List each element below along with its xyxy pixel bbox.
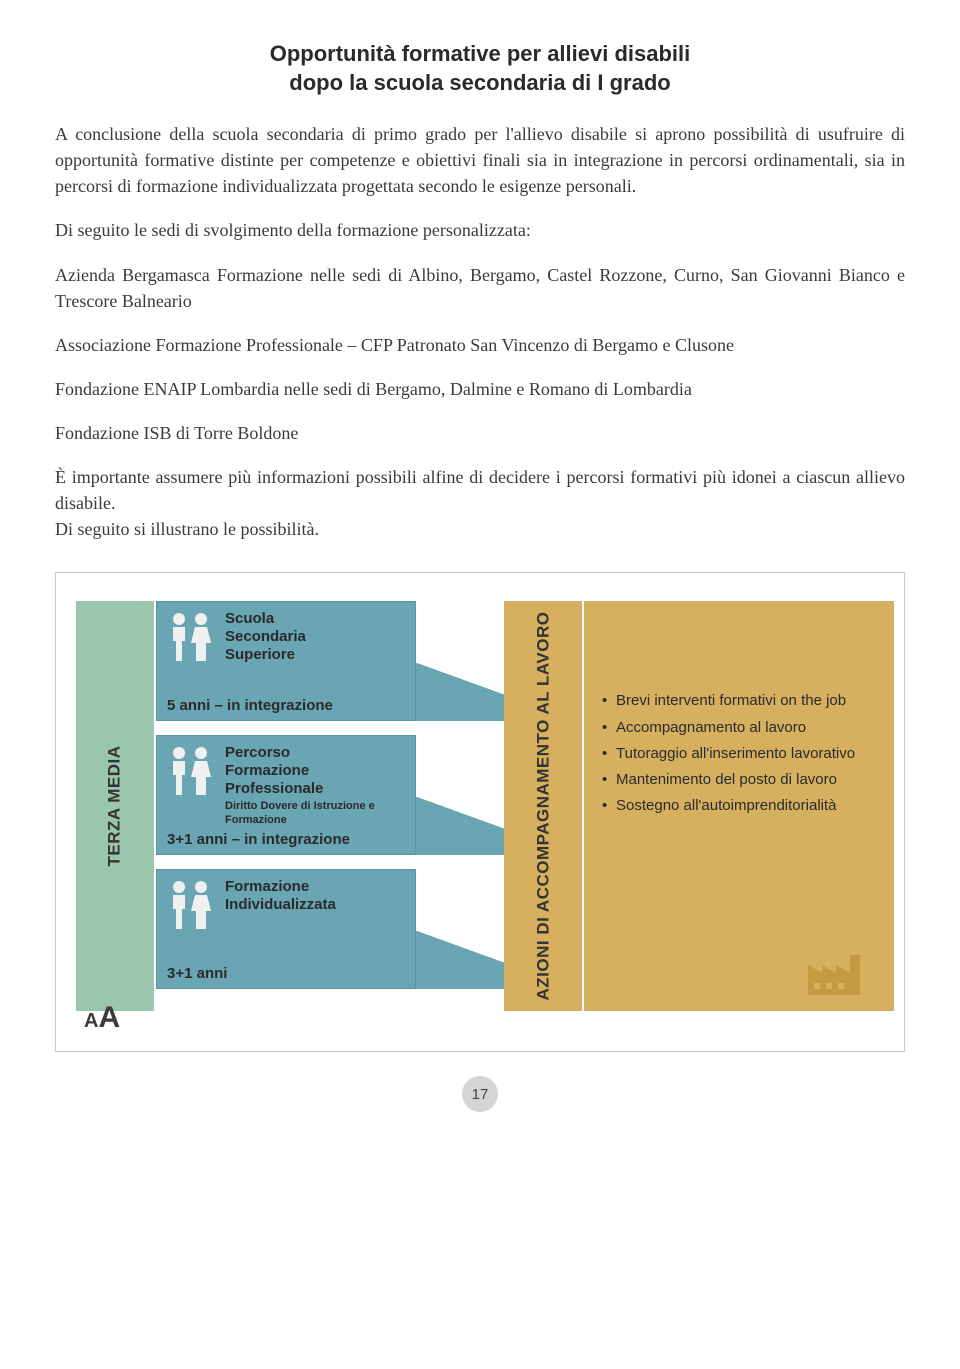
left-column: TERZA MEDIA: [76, 601, 154, 1011]
page-title: Opportunità formative per allievi disabi…: [55, 40, 905, 97]
path-line: Formazione: [225, 878, 336, 896]
list-item: Brevi interventi formativi on the job: [602, 691, 878, 711]
bullet-list: Brevi interventi formativi on the job Ac…: [602, 691, 878, 816]
aa-icon: AA: [84, 1001, 120, 1035]
paragraph: È importante assumere più informazioni p…: [55, 464, 905, 542]
list-item: Tutoraggio all'inserimento lavorativo: [602, 744, 878, 764]
path-labels: Formazione Individualizzata: [225, 878, 336, 914]
right-column: Brevi interventi formativi on the job Ac…: [584, 601, 894, 1011]
page-number: 17: [462, 1076, 498, 1112]
path-sub: Diritto Dovere di Istruzione e Formazion…: [225, 800, 405, 826]
path-labels: Scuola Secondaria Superiore: [225, 610, 306, 664]
path-box: Percorso Formazione Professionale Diritt…: [156, 735, 416, 855]
people-icon: [165, 878, 217, 934]
paragraph-line: Di seguito si illustrano le possibilità.: [55, 519, 319, 539]
mid-column: AZIONI DI ACCOMPAGNAMENTO AL LAVORO: [504, 601, 582, 1011]
paragraph: Associazione Formazione Professionale – …: [55, 332, 905, 358]
path-duration: 3+1 anni: [167, 965, 227, 982]
paths-area: Scuola Secondaria Superiore 5 anni – in …: [156, 601, 496, 1011]
left-column-label: TERZA MEDIA: [105, 746, 125, 867]
list-item: Accompagnamento al lavoro: [602, 718, 878, 738]
title-line1: Opportunità formative per allievi disabi…: [270, 41, 691, 66]
path-line: Secondaria: [225, 628, 306, 646]
factory-icon: [808, 955, 864, 995]
people-icon: [165, 744, 217, 800]
aa-big: A: [98, 1001, 120, 1034]
paragraph-line: È importante assumere più informazioni p…: [55, 467, 905, 513]
paragraph: Azienda Bergamasca Formazione nelle sedi…: [55, 262, 905, 314]
list-item: Sostegno all'autoimprenditorialità: [602, 796, 878, 816]
path-box: Formazione Individualizzata 3+1 anni: [156, 869, 416, 989]
path-labels: Percorso Formazione Professionale Diritt…: [225, 744, 405, 826]
paragraph: Fondazione ENAIP Lombardia nelle sedi di…: [55, 376, 905, 402]
title-line2: dopo la scuola secondaria di I grado: [289, 70, 670, 95]
path-duration: 5 anni – in integrazione: [167, 697, 333, 714]
people-icon: [165, 610, 217, 666]
path-line: Individualizzata: [225, 896, 336, 914]
mid-column-label: AZIONI DI ACCOMPAGNAMENTO AL LAVORO: [533, 612, 553, 1001]
path-line: Professionale: [225, 780, 405, 798]
path-line: Scuola: [225, 610, 306, 628]
path-duration: 3+1 anni – in integrazione: [167, 831, 350, 848]
diagram: TERZA MEDIA AA Scuola Secondaria Superio…: [55, 572, 905, 1052]
path-box: Scuola Secondaria Superiore 5 anni – in …: [156, 601, 416, 721]
path-line: Formazione: [225, 762, 405, 780]
paragraph: A conclusione della scuola secondaria di…: [55, 121, 905, 199]
aa-small: A: [84, 1010, 98, 1032]
paragraph: Di seguito le sedi di svolgimento della …: [55, 217, 905, 243]
path-line: Superiore: [225, 646, 306, 664]
list-item: Mantenimento del posto di lavoro: [602, 770, 878, 790]
paragraph: Fondazione ISB di Torre Boldone: [55, 420, 905, 446]
path-line: Percorso: [225, 744, 405, 762]
